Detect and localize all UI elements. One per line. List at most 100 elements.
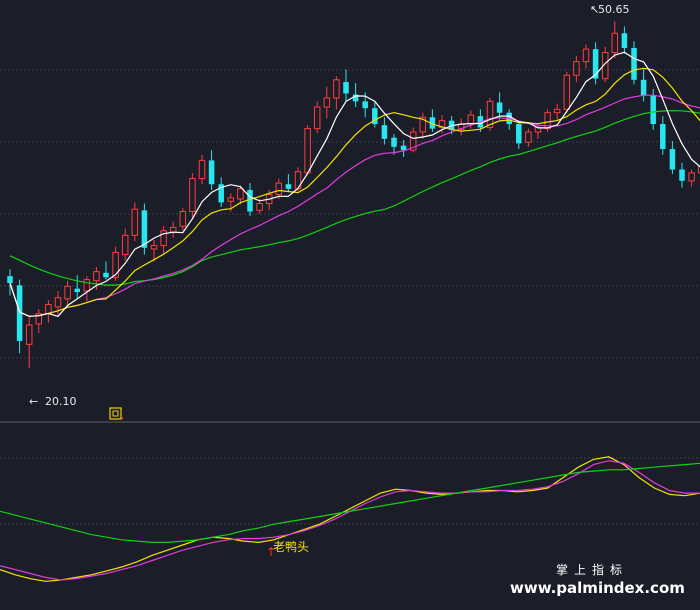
candle-body: [25, 324, 33, 345]
candle-body: [169, 226, 177, 233]
candle-body: [419, 116, 427, 133]
candle-body: [16, 285, 23, 341]
candle-body: [112, 251, 119, 278]
candle: [313, 101, 321, 134]
candle-body: [679, 169, 685, 181]
candle-body: [496, 102, 503, 113]
candle: [141, 203, 148, 255]
candle-body: [141, 210, 148, 248]
candle-body: [160, 230, 167, 247]
candle: [486, 97, 494, 131]
candle-body: [93, 271, 100, 282]
candle: [611, 21, 619, 59]
candle-body: [247, 189, 253, 212]
candle-body: [179, 210, 187, 227]
ma60-line: [9, 109, 700, 286]
candle-body: [189, 178, 196, 212]
candle-body: [131, 208, 139, 236]
candle: [179, 208, 187, 231]
high-label: 50.65: [598, 3, 630, 16]
candle: [400, 139, 407, 157]
candle: [150, 239, 158, 262]
candle: [544, 109, 551, 133]
candle: [563, 71, 571, 113]
candle-body: [237, 188, 244, 200]
candle: [208, 150, 215, 190]
candle-body: [544, 112, 551, 130]
indicator-series-line-2: [0, 462, 700, 544]
candle-body: [660, 124, 666, 150]
candle: [419, 112, 427, 139]
indicator-gridlines: [0, 457, 700, 525]
low-label: 20.10: [45, 395, 77, 408]
candle-body: [573, 61, 580, 76]
candle: [372, 102, 378, 128]
watermark-line2: www.palmindex.com: [510, 579, 685, 597]
candle: [621, 26, 628, 54]
candle: [496, 92, 503, 120]
candle-body: [525, 131, 532, 143]
candle: [697, 165, 700, 174]
signal-annotation: ↑ 老鸭头: [266, 540, 309, 559]
candle: [516, 120, 522, 150]
candle: [381, 117, 388, 145]
signal-label: 老鸭头: [273, 540, 309, 554]
candle: [169, 221, 177, 238]
candle: [352, 83, 359, 108]
candle-body: [362, 101, 368, 109]
candle-body: [323, 97, 331, 108]
candle: [285, 174, 292, 193]
candle-body: [121, 234, 129, 256]
candle-body: [372, 108, 378, 125]
candle-body: [83, 279, 91, 292]
candle: [45, 300, 52, 323]
candle-body: [285, 184, 292, 189]
candle: [679, 162, 685, 188]
candle: [553, 103, 561, 120]
candle-body: [343, 82, 349, 94]
candle: [218, 177, 224, 207]
candle-body: [553, 108, 561, 114]
indicator-series-line-0: [0, 456, 700, 582]
ma20-line: [9, 94, 700, 317]
candle: [688, 169, 695, 187]
candle: [343, 69, 349, 102]
candle-body: [697, 165, 700, 174]
candle-body: [352, 94, 359, 102]
candle: [333, 76, 340, 110]
candle: [121, 228, 129, 261]
candle-body: [688, 172, 695, 182]
low-annotation: ← 20.10: [29, 395, 77, 408]
candle: [103, 261, 109, 280]
ma10-line: [9, 67, 700, 317]
candle: [189, 172, 196, 218]
candle-body: [150, 245, 158, 250]
candle: [573, 55, 580, 83]
candle: [323, 86, 331, 119]
candle: [54, 290, 62, 316]
low-arrow-icon: ←: [29, 395, 38, 408]
candle-body: [601, 52, 609, 80]
watermark: 掌上指标 www.palmindex.com: [510, 562, 685, 597]
candle-body: [486, 100, 494, 128]
candle: [391, 134, 397, 155]
candle: [74, 275, 80, 299]
candle: [592, 42, 599, 85]
candle-body: [313, 106, 321, 130]
candle-body: [256, 203, 263, 211]
candle: [35, 309, 43, 333]
candle-body: [563, 74, 571, 110]
watermark-line1: 掌上指标: [556, 562, 628, 577]
indicator-lines: [0, 456, 700, 582]
candle-body: [631, 48, 637, 80]
candle: [160, 226, 167, 254]
candles-layer: [7, 21, 700, 369]
candle-body: [381, 125, 388, 139]
candle-body: [7, 276, 13, 284]
candle: [198, 154, 206, 185]
candle: [429, 109, 436, 133]
candle-body: [74, 288, 80, 293]
candle-body: [669, 149, 676, 170]
candle: [25, 317, 33, 369]
